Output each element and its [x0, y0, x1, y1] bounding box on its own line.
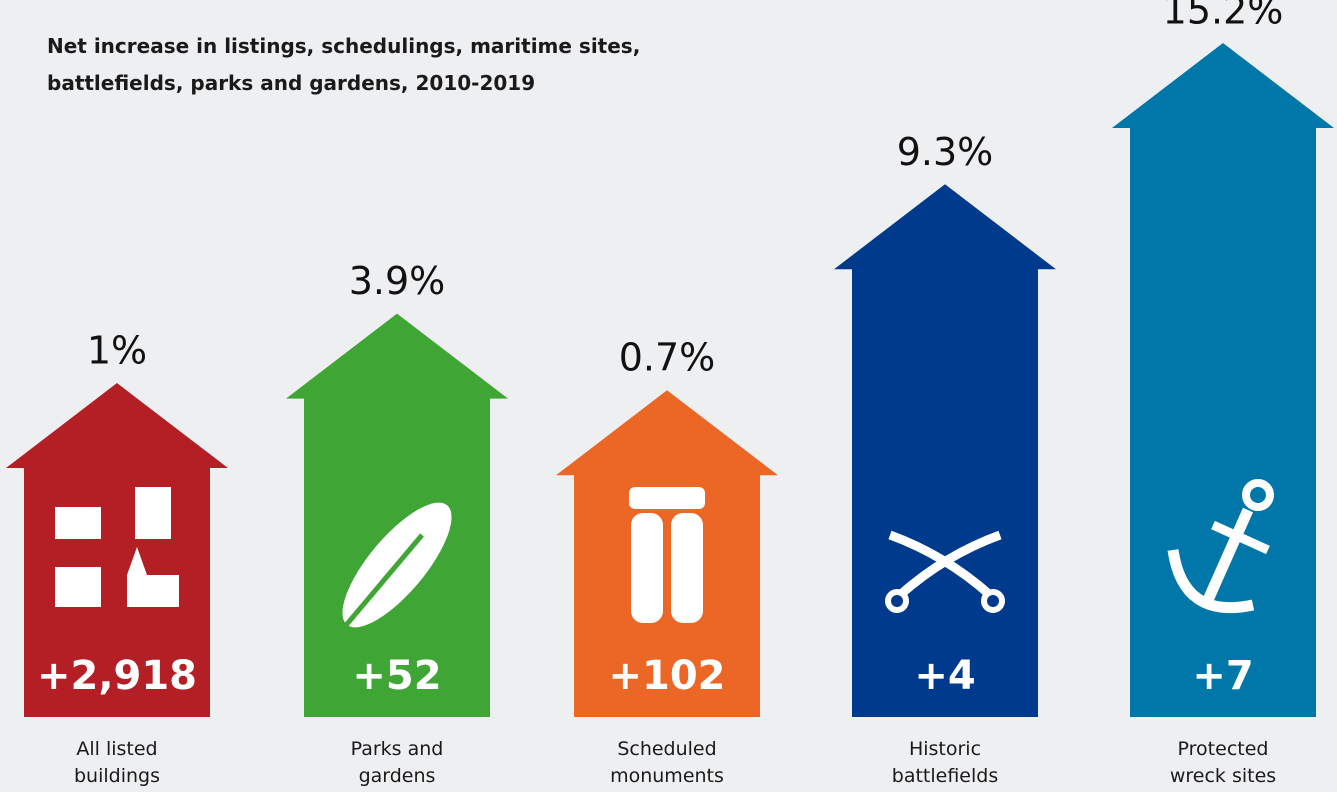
category-label: All listed buildings [73, 738, 160, 787]
arrow-bar [1112, 43, 1334, 717]
count-label: +52 [352, 653, 441, 699]
icon-part [55, 507, 101, 539]
icon [885, 530, 1005, 613]
icon-part [897, 530, 1002, 599]
value-label: 3.9% [349, 259, 446, 303]
value-label: 0.7% [619, 336, 716, 380]
icon-part [629, 487, 705, 509]
icon-part [55, 567, 101, 607]
icon-part [127, 547, 179, 607]
icon [629, 487, 705, 623]
arrow-bar [286, 313, 508, 717]
icon [1167, 479, 1274, 614]
icon-part [631, 513, 663, 623]
count-label: +102 [608, 653, 725, 699]
icon-part [671, 513, 703, 623]
icon-part [1202, 507, 1254, 603]
icon-part [885, 589, 909, 613]
value-label: 15.2% [1163, 0, 1284, 33]
category-label: Protected wreck sites [1169, 738, 1277, 787]
count-label: +4 [914, 653, 975, 699]
value-label: 9.3% [897, 130, 994, 174]
arrow-bar [556, 390, 778, 717]
value-label: 1% [87, 329, 147, 373]
icon-part [1242, 479, 1274, 511]
icon-part [135, 487, 171, 539]
icon-part [1211, 520, 1270, 555]
icon-part [340, 533, 424, 632]
arrow-bar [6, 383, 228, 717]
icon [340, 502, 452, 632]
chart-title: Net increase in listings, schedulings, m… [47, 34, 641, 95]
count-label: +7 [1192, 653, 1253, 699]
icon-part [1167, 549, 1255, 614]
count-label: +2,918 [37, 653, 197, 699]
arrow-bar [834, 184, 1056, 717]
icon [55, 487, 179, 607]
category-label: Historic battlefields [891, 738, 999, 787]
icon-part [981, 589, 1005, 613]
category-label: Scheduled monuments [610, 738, 724, 787]
category-label: Parks and gardens [350, 738, 444, 787]
